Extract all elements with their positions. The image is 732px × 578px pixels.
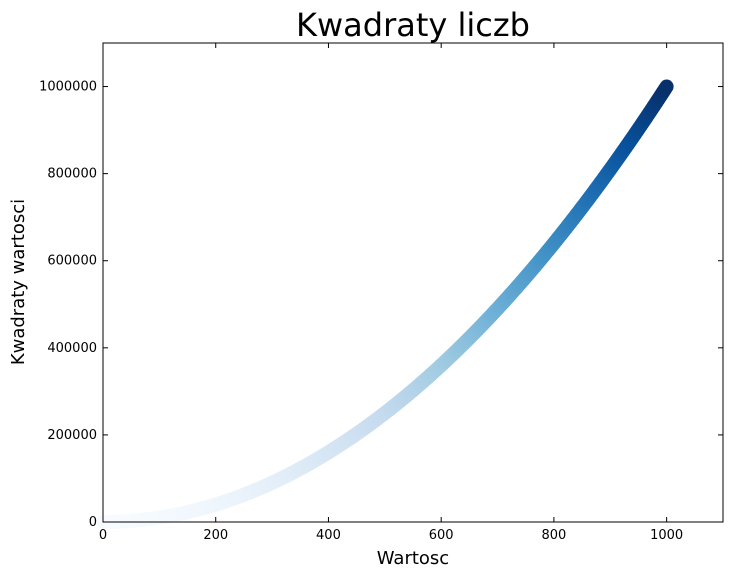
x-tick-label: 800 <box>541 528 566 543</box>
plot-frame <box>102 42 724 523</box>
y-tick-label: 600000 <box>47 254 97 269</box>
plot-area <box>103 43 723 522</box>
y-tick-label: 400000 <box>47 341 97 356</box>
chart-title: Kwadraty liczb <box>296 6 530 44</box>
y-tick-label: 0 <box>89 515 97 530</box>
y-axis-title: Kwadraty wartosci <box>8 199 29 365</box>
x-tick-label: 600 <box>429 528 454 543</box>
x-tick-label: 400 <box>316 528 341 543</box>
y-tick-label: 1000000 <box>39 80 97 95</box>
y-tick-label: 200000 <box>47 428 97 443</box>
scatter-point <box>659 79 674 94</box>
x-tick-label: 0 <box>99 528 107 543</box>
y-tick-label: 800000 <box>47 167 97 182</box>
x-tick-label: 200 <box>203 528 228 543</box>
x-axis-ticks: 0 200 400 600 800 1000 <box>99 43 683 543</box>
x-tick-label: 1000 <box>650 528 683 543</box>
x-axis-title: Wartosc <box>377 548 449 569</box>
y-axis-ticks: 0 200000 400000 600000 800000 1000000 <box>39 80 723 530</box>
